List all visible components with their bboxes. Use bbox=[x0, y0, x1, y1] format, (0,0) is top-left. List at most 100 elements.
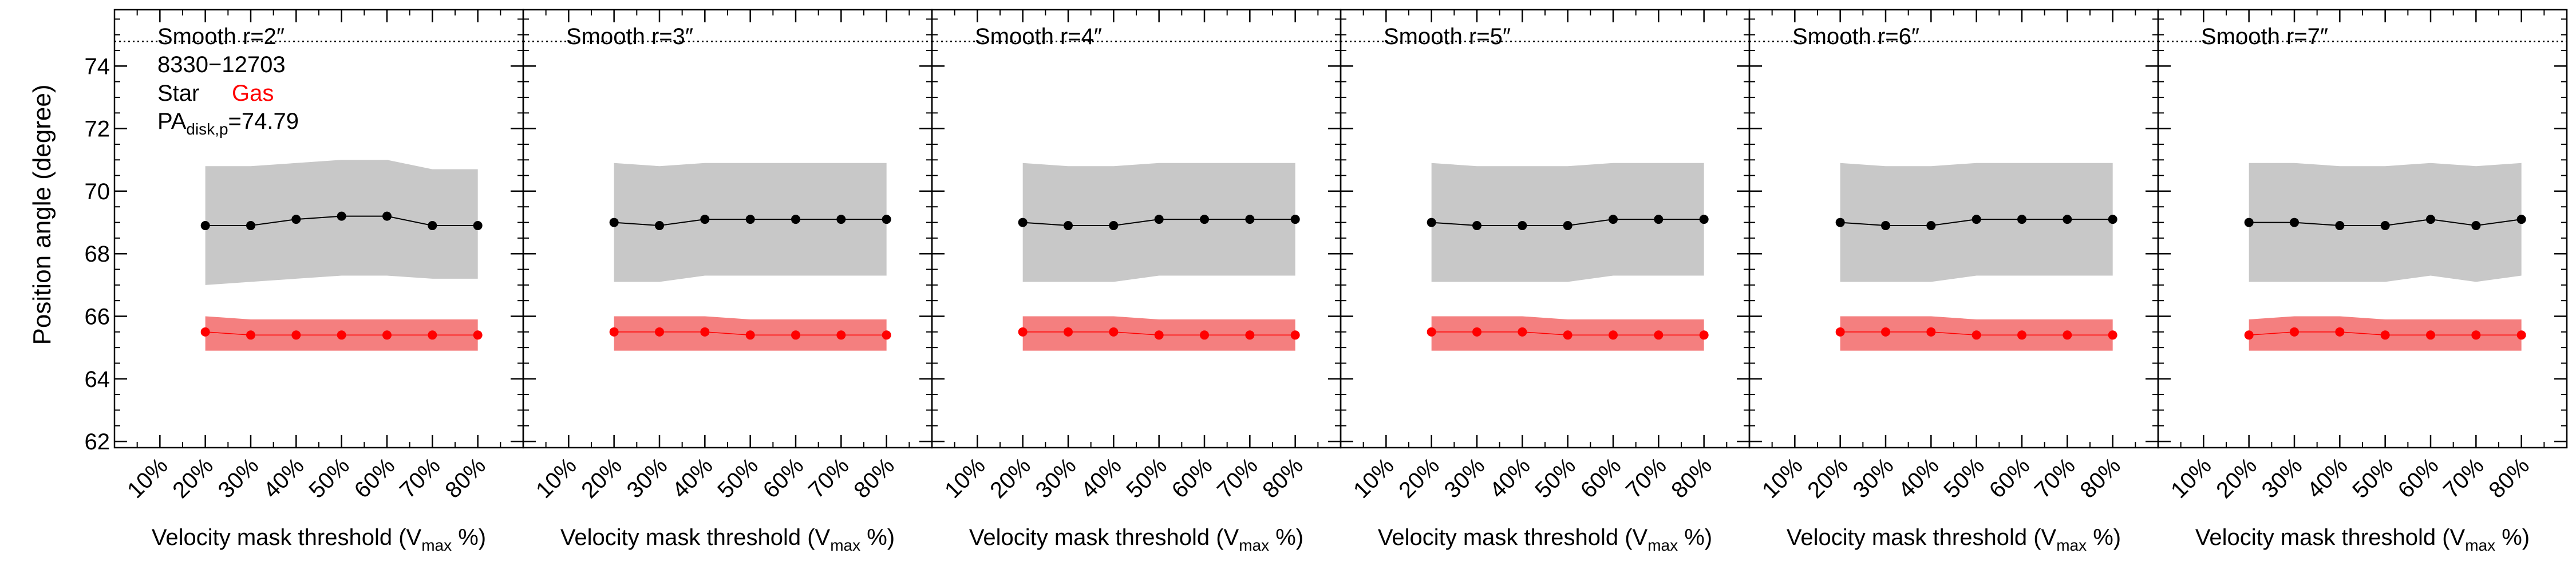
star-point bbox=[1245, 215, 1255, 224]
star-point bbox=[1609, 215, 1618, 224]
x-tick-label: 60% bbox=[2393, 453, 2444, 503]
x-axis-label-suffix: %) bbox=[452, 525, 486, 550]
x-tick-label: 40% bbox=[1076, 453, 1127, 503]
x-tick-label: 10% bbox=[2166, 453, 2217, 503]
panel-3: 10%20%30%40%50%60%70%80% Velocity mask th… bbox=[931, 9, 1342, 554]
gas-point bbox=[791, 330, 800, 340]
panel-4: 10%20%30%40%50%60%70%80% Velocity mask th… bbox=[1340, 9, 1751, 554]
x-axis-label-suffix: %) bbox=[1678, 525, 1712, 550]
gas-point bbox=[836, 330, 846, 340]
panel-title: Smooth r=5″ bbox=[1384, 24, 1511, 49]
gas-point bbox=[473, 330, 483, 340]
x-tick-label: 20% bbox=[2211, 453, 2262, 503]
x-tick-label: 30% bbox=[2257, 453, 2308, 503]
x-tick-label: 60% bbox=[1576, 453, 1626, 503]
x-tick-label: 10% bbox=[1757, 453, 1808, 503]
star-point bbox=[1926, 221, 1936, 231]
gas-point bbox=[1290, 330, 1300, 340]
x-tick-label: 70% bbox=[1621, 453, 1672, 503]
x-axis-label-suffix: %) bbox=[1269, 525, 1303, 550]
gas-point bbox=[2244, 330, 2254, 340]
star-point bbox=[791, 215, 800, 224]
star-point bbox=[1835, 218, 1845, 227]
x-tick-label: 50% bbox=[1939, 453, 1989, 503]
star-point bbox=[655, 221, 664, 231]
x-tick-label: 20% bbox=[1394, 453, 1444, 503]
x-tick-label: 30% bbox=[1440, 453, 1490, 503]
star-point bbox=[428, 221, 437, 231]
y-tick-label: 70 bbox=[85, 179, 110, 204]
panel-title: Smooth r=6″ bbox=[1792, 24, 1919, 49]
x-axis-label: Velocity mask threshold (Vmax %) bbox=[152, 525, 486, 554]
panel-2: 10%20%30%40%50%60%70%80% Velocity mask th… bbox=[522, 9, 933, 554]
star-point bbox=[2244, 218, 2254, 227]
x-tick-label: 40% bbox=[259, 453, 309, 503]
star-point bbox=[1699, 215, 1709, 224]
x-axis-label-sub: max bbox=[2056, 536, 2087, 554]
x-axis-label-sub: max bbox=[830, 536, 860, 554]
x-tick-label: 40% bbox=[2302, 453, 2353, 503]
x-tick-label: 40% bbox=[1485, 453, 1535, 503]
star-point bbox=[1881, 221, 1890, 231]
x-tick-label: 80% bbox=[2075, 453, 2125, 503]
pa-disk-label-value: =74.79 bbox=[228, 109, 299, 134]
x-tick-label: 20% bbox=[985, 453, 1036, 503]
x-tick-label: 50% bbox=[2348, 453, 2398, 503]
gas-point bbox=[2017, 330, 2026, 340]
gas-point bbox=[200, 327, 210, 337]
gas-point bbox=[1609, 330, 1618, 340]
x-axis-label-suffix: %) bbox=[2087, 525, 2121, 550]
x-axis-label: Velocity mask threshold (Vmax %) bbox=[2195, 525, 2530, 554]
panel-title: Smooth r=3″ bbox=[566, 24, 693, 49]
x-axis-label-prefix: Velocity mask threshold (V bbox=[1787, 525, 2057, 550]
star-point bbox=[1654, 215, 1664, 224]
x-axis-label: Velocity mask threshold (Vmax %) bbox=[1787, 525, 2121, 554]
star-point bbox=[700, 215, 710, 224]
gas-point bbox=[337, 330, 346, 340]
y-tick-label: 68 bbox=[85, 242, 110, 267]
star-point bbox=[1109, 221, 1119, 231]
star-point bbox=[836, 215, 846, 224]
x-tick-label: 10% bbox=[531, 453, 582, 503]
star-point bbox=[1290, 215, 1300, 224]
star-point bbox=[2516, 215, 2526, 224]
x-axis-label-prefix: Velocity mask threshold (V bbox=[2195, 525, 2466, 550]
star-point bbox=[1971, 215, 1981, 224]
star-point bbox=[1154, 215, 1164, 224]
star-point bbox=[1427, 218, 1436, 227]
y-tick-label: 64 bbox=[85, 367, 110, 392]
x-axis-label-suffix: %) bbox=[2495, 525, 2530, 550]
x-axis-label-prefix: Velocity mask threshold (V bbox=[1378, 525, 1648, 550]
x-tick-label: 70% bbox=[395, 453, 445, 503]
star-point bbox=[609, 218, 619, 227]
x-tick-label: 80% bbox=[1666, 453, 1717, 503]
star-point bbox=[1200, 215, 1209, 224]
x-axis-label-suffix: %) bbox=[860, 525, 895, 550]
gas-point bbox=[1109, 327, 1119, 337]
x-tick-label: 60% bbox=[1167, 453, 1218, 503]
star-point bbox=[1018, 218, 1028, 227]
x-axis-label-prefix: Velocity mask threshold (V bbox=[969, 525, 1239, 550]
star-point bbox=[1064, 221, 1073, 231]
panel-title: Smooth r=4″ bbox=[975, 24, 1102, 49]
pa-disk-label-main: PA bbox=[157, 109, 187, 134]
gas-point bbox=[1064, 327, 1073, 337]
x-tick-label: 80% bbox=[440, 453, 491, 503]
galaxy-id-label: 8330−12703 bbox=[157, 52, 286, 77]
y-tick-label: 66 bbox=[85, 305, 110, 330]
y-tick-label: 74 bbox=[85, 54, 110, 79]
star-point bbox=[2426, 215, 2435, 224]
x-tick-label: 60% bbox=[350, 453, 400, 503]
x-axis-label-sub: max bbox=[1239, 536, 1269, 554]
gas-point bbox=[1427, 327, 1436, 337]
x-tick-label: 30% bbox=[622, 453, 673, 503]
star-point bbox=[200, 221, 210, 231]
pa-disk-label: PAdisk,p=74.79 bbox=[157, 109, 299, 138]
gas-point bbox=[428, 330, 437, 340]
gas-point bbox=[1881, 327, 1890, 337]
x-tick-label: 70% bbox=[1212, 453, 1263, 503]
star-point bbox=[1518, 221, 1527, 231]
star-point bbox=[2290, 218, 2299, 227]
x-tick-label: 30% bbox=[1848, 453, 1899, 503]
x-axis-label-prefix: Velocity mask threshold (V bbox=[560, 525, 831, 550]
